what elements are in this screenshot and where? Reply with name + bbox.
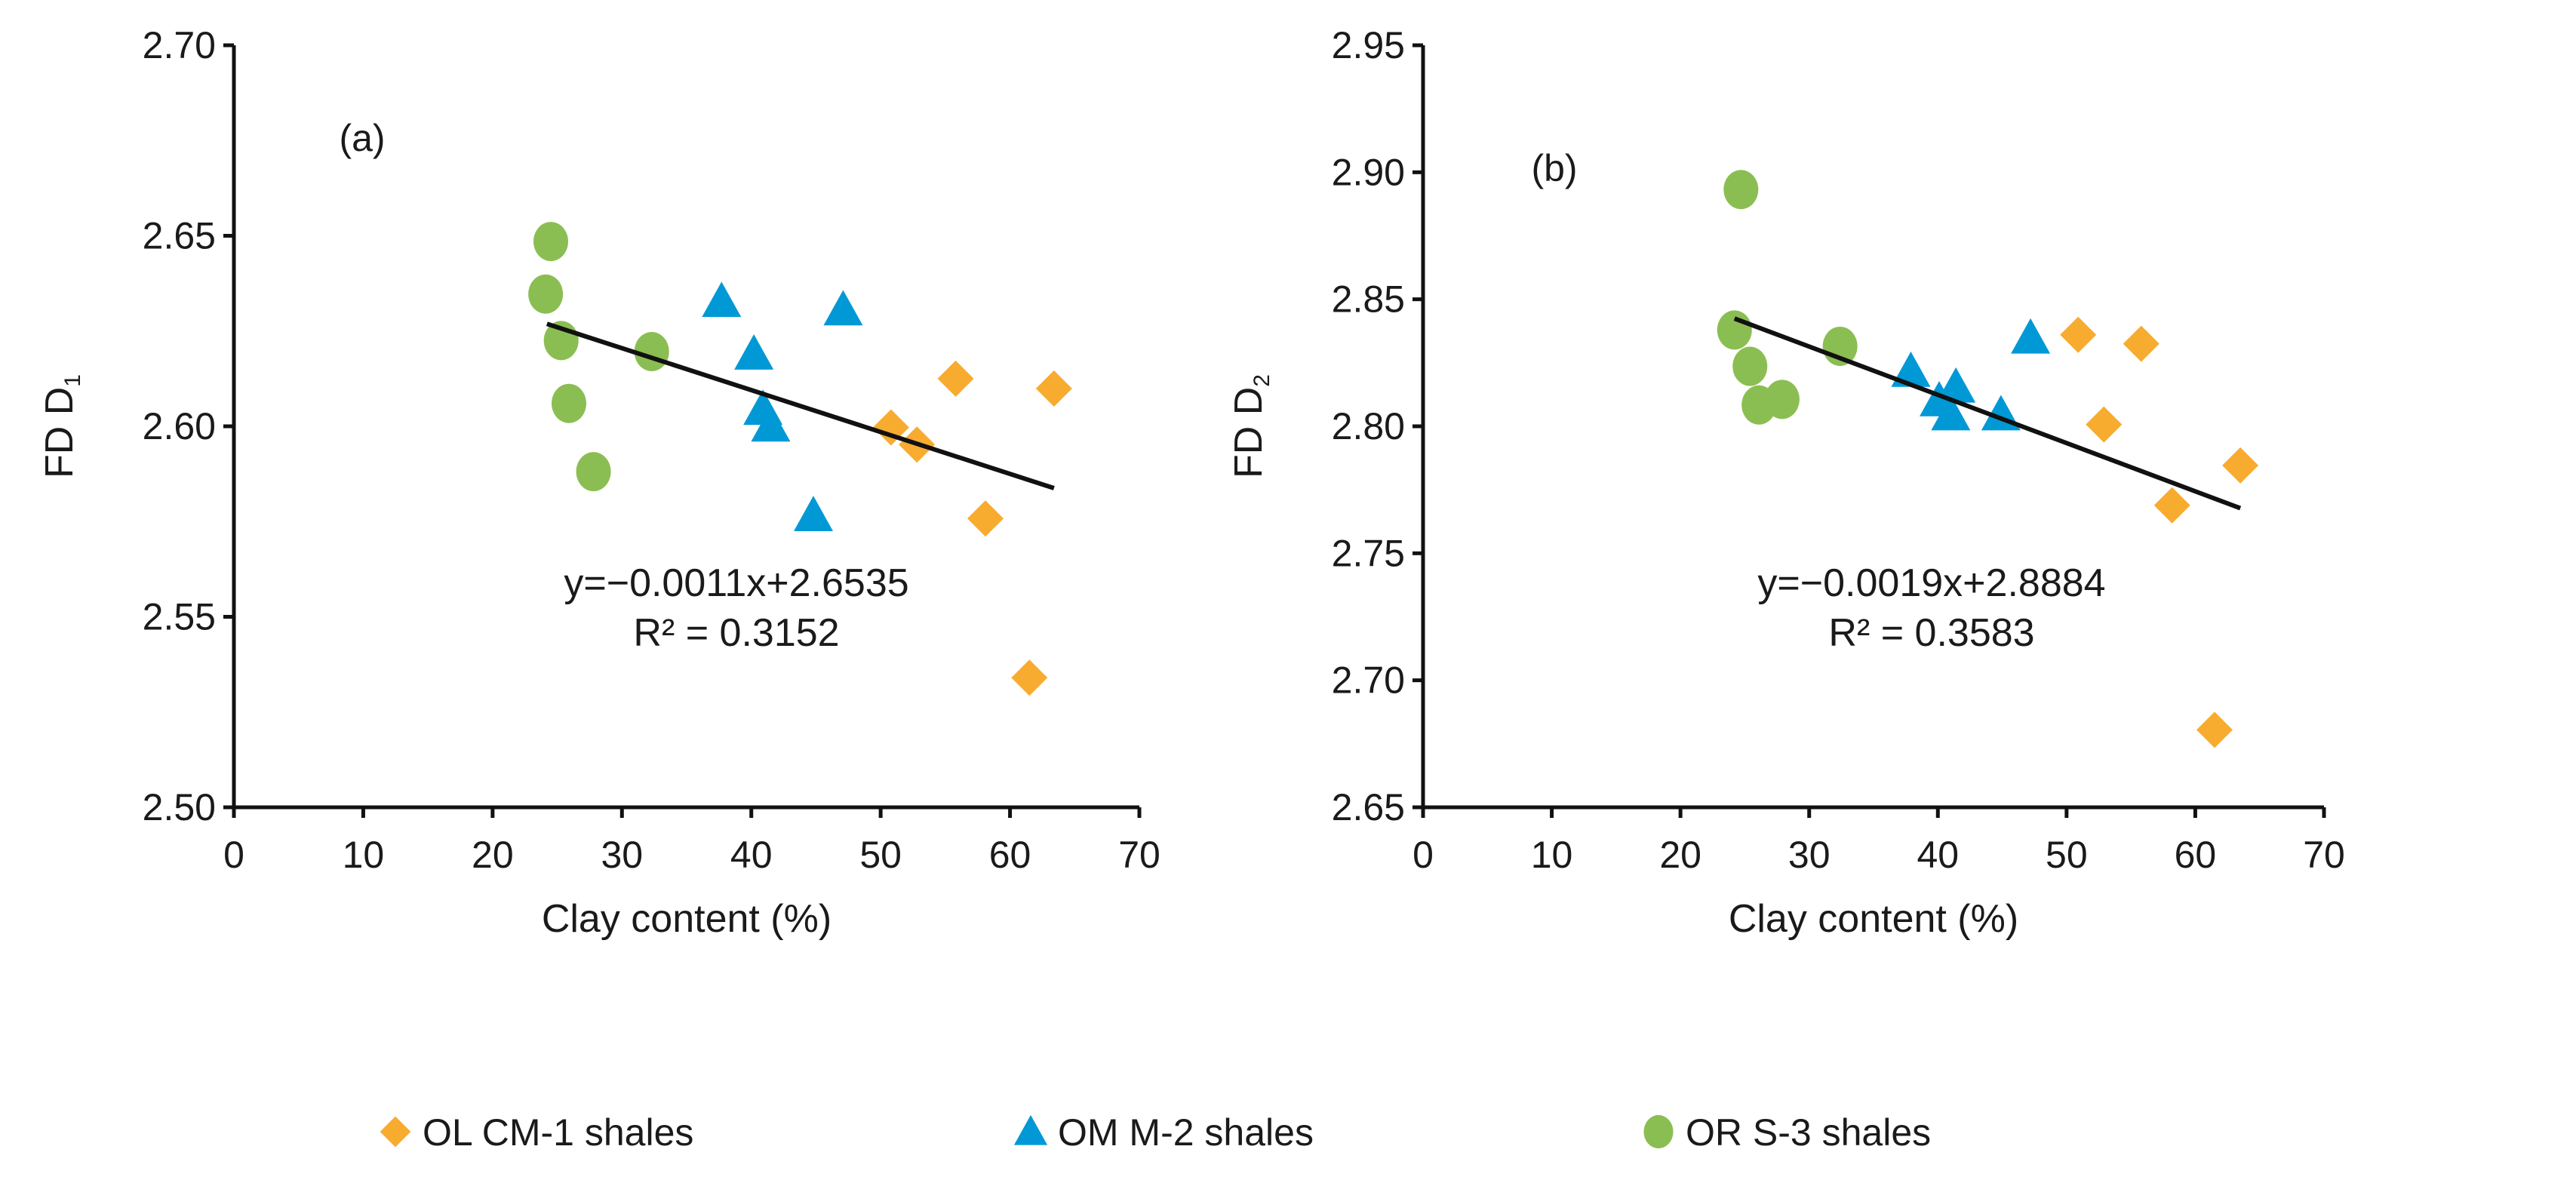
x-axis-title: Clay content (%) [1729,897,2018,941]
data-point-diamond [1011,659,1048,696]
y-tick-label: 2.75 [1332,532,1405,574]
x-tick-label: 60 [2175,834,2217,876]
data-point-diamond [2086,406,2123,443]
data-point-circle [576,452,611,492]
data-point-triangle [751,406,791,442]
data-point-triangle [1891,351,1931,387]
data-point-diamond [2123,325,2159,362]
data-point-circle [1732,346,1768,386]
data-point-circle [1723,170,1759,210]
r-squared-label: R² = 0.3152 [633,611,839,655]
r-squared-label: R² = 0.3583 [1828,611,2034,655]
trendline-equation: y=−0.0019x+2.8884 [1757,561,2105,605]
data-point-circle [528,274,564,314]
x-tick-label: 50 [859,834,902,876]
chart-panel-a: 2.50 2.55 2.60 2.65 2.70 0 10 20 30 40 50 60 70 Clay … [38,24,1160,941]
x-tick-label: 60 [989,834,1031,876]
data-point-triangle [702,281,742,318]
diamond-legend-icon [380,1116,411,1148]
data-point-triangle [2011,318,2051,354]
trendline [546,321,1055,490]
panel-label: (b) [1531,147,1577,189]
x-tick-label: 30 [1788,834,1831,876]
y-axis-title: FD D2 [1227,374,1274,478]
x-tick-label: 30 [601,834,643,876]
y-axis-title-subscript: 2 [1250,374,1274,387]
data-point-circle [1764,380,1800,419]
legend: OL CM-1 shales OM M-2 shales OR S-3 shales [380,1111,1931,1154]
y-tick-label: 2.95 [1332,24,1405,66]
data-point-triangle [1931,395,1971,431]
x-tick-label: 20 [472,834,514,876]
data-point-diamond [937,360,974,397]
y-tick-label: 2.65 [143,215,216,257]
x-tick-label: 70 [1118,834,1160,876]
data-point-circle [1717,310,1752,350]
data-point-triangle [823,290,863,326]
legend-item: OM M-2 shales [1013,1111,1314,1154]
x-tick-label: 0 [1412,834,1434,876]
data-point-triangle [1936,367,1976,403]
trendline [1733,316,2242,511]
x-tick-label: 10 [1531,834,1573,876]
legend-item: OR S-3 shales [1643,1111,1931,1154]
data-point-triangle [734,334,774,370]
y-tick-label: 2.65 [1332,786,1405,828]
y-tick-label: 2.70 [1332,659,1405,702]
legend-label: OL CM-1 shales [423,1111,693,1154]
y-axis-title: FD D1 [38,374,85,478]
data-point-circle [533,222,568,262]
legend-item: OL CM-1 shales [380,1111,693,1154]
trendline-equation: y=−0.0011x+2.6535 [564,561,908,605]
circle-legend-icon [1643,1114,1674,1149]
y-axis-title-main: FD D [38,387,81,478]
data-point-diamond [2196,711,2233,748]
x-tick-label: 50 [2046,834,2088,876]
data-point-diamond [2153,487,2190,524]
triangle-legend-icon [1013,1114,1048,1145]
x-tick-label: 40 [730,834,773,876]
y-tick-label: 2.50 [143,786,216,828]
y-tick-label: 2.60 [143,405,216,447]
chart-panel-b: 2.65 2.70 2.75 2.80 2.85 2.90 2.95 0 10 20 30 40 50 6… [1227,24,2345,941]
panel-label: (a) [339,117,385,159]
x-tick-label: 0 [223,834,244,876]
data-point-triangle [794,496,833,531]
y-tick-label: 2.70 [143,24,216,66]
data-point-diamond [967,500,1004,537]
x-tick-label: 20 [1659,834,1701,876]
y-axis-title-subscript: 1 [60,374,85,387]
data-point-diamond [2222,447,2259,484]
y-tick-label: 2.55 [143,596,216,638]
x-tick-label: 70 [2303,834,2345,876]
y-tick-label: 2.85 [1332,278,1405,321]
y-axis-title-main: FD D [1227,387,1271,478]
x-tick-label: 10 [343,834,385,876]
data-point-diamond [2060,316,2097,353]
legend-label: OR S-3 shales [1686,1111,1931,1154]
y-tick-label: 2.80 [1332,405,1405,447]
data-point-diamond [1035,370,1072,407]
data-point-circle [552,383,586,423]
legend-label: OM M-2 shales [1058,1111,1314,1154]
x-tick-label: 40 [1917,834,1959,876]
y-tick-label: 2.90 [1332,151,1405,193]
x-axis-title: Clay content (%) [542,897,832,941]
